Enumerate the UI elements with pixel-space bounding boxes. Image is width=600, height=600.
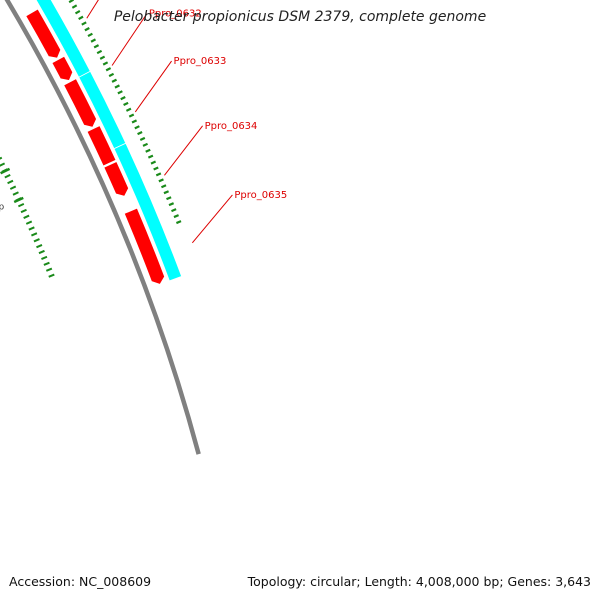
genome-backbone bbox=[4, 0, 201, 455]
scale-minor-tick bbox=[20, 208, 27, 214]
genome-summary-label: Topology: circular; Length: 4,008,000 bp… bbox=[247, 574, 591, 589]
scale-major-tick bbox=[0, 167, 11, 175]
outer-tick bbox=[99, 55, 106, 60]
outer-tick bbox=[137, 131, 143, 136]
gene-label[interactable]: Ppro_0632 bbox=[149, 9, 202, 20]
gene-label-leader bbox=[164, 125, 203, 176]
outer-tick bbox=[90, 38, 97, 43]
gene-labels: Ppro_0627Ppro_0628Ppro_0629Ppro_0630Ppro… bbox=[86, 0, 287, 244]
gene-label-leader bbox=[86, 0, 99, 19]
scale-minor-tick bbox=[25, 220, 33, 225]
gene-label-leader bbox=[191, 194, 233, 244]
scale-minor-tick bbox=[33, 238, 40, 243]
outer-tick bbox=[125, 107, 132, 112]
cds-reverse[interactable] bbox=[86, 125, 117, 167]
outer-tick bbox=[166, 196, 172, 201]
outer-tick bbox=[102, 61, 109, 66]
scale-minor-tick bbox=[31, 232, 38, 237]
outer-tick bbox=[131, 119, 138, 124]
outer-tick bbox=[139, 136, 146, 142]
backbone-group bbox=[4, 0, 201, 455]
outer-tick bbox=[81, 21, 87, 26]
outer-tick bbox=[71, 4, 78, 9]
gene-label-leader bbox=[134, 60, 172, 113]
outer-tick bbox=[153, 166, 159, 171]
scale-major-tick bbox=[13, 196, 24, 204]
outer-tick bbox=[78, 15, 84, 21]
outer-tick bbox=[128, 113, 135, 118]
scale-minor-tick bbox=[48, 273, 55, 278]
outer-tick bbox=[105, 67, 112, 72]
outer-tick bbox=[108, 72, 115, 78]
scale-minor-tick bbox=[0, 162, 6, 167]
scale-minor-tick bbox=[12, 191, 19, 196]
scale-minor-tick bbox=[4, 173, 11, 179]
outer-tick bbox=[134, 125, 140, 130]
outer-tick bbox=[173, 214, 179, 219]
outer-tick bbox=[120, 96, 126, 101]
outer-tick bbox=[147, 154, 154, 159]
outer-tick bbox=[160, 184, 167, 189]
kbp-label: 672 kbp bbox=[0, 203, 4, 213]
outer-tick bbox=[145, 148, 151, 153]
outer-tick bbox=[175, 220, 182, 225]
scale-minor-tick bbox=[36, 244, 43, 249]
gene-label[interactable]: Ppro_0635 bbox=[234, 190, 287, 201]
outer-tick bbox=[171, 208, 177, 213]
accession-label: Accession: NC_008609 bbox=[9, 574, 152, 589]
outer-tick bbox=[84, 27, 90, 32]
scale-minor-tick bbox=[7, 179, 14, 185]
scale-minor-tick bbox=[23, 214, 30, 219]
outer-tick bbox=[163, 190, 170, 195]
cds-reverse[interactable] bbox=[51, 55, 74, 81]
outer-tick bbox=[74, 10, 81, 15]
outer-tick bbox=[87, 32, 93, 38]
gene-label-leader bbox=[111, 13, 148, 66]
outer-tick bbox=[142, 142, 149, 147]
cds-reverse[interactable] bbox=[123, 207, 166, 285]
cds-reverse[interactable] bbox=[25, 8, 62, 59]
feature-cyan[interactable] bbox=[113, 142, 183, 282]
gene-label[interactable]: Ppro_0634 bbox=[205, 121, 258, 132]
map-title: Pelobacter propionicus DSM 2379, complet… bbox=[113, 9, 487, 25]
outer-tick bbox=[117, 90, 123, 95]
scale-minor-tick bbox=[17, 202, 25, 208]
scale-ticks: 663 kbp664 kbp665 kbp666 kbp667 kbp668 k… bbox=[0, 0, 182, 278]
scale-minor-tick bbox=[38, 249, 45, 255]
outer-tick bbox=[158, 178, 164, 183]
outer-tick bbox=[68, 0, 75, 4]
scale-minor-tick bbox=[41, 255, 48, 260]
scale-minor-tick bbox=[28, 226, 35, 231]
cds-reverse[interactable] bbox=[63, 78, 97, 128]
gene-label[interactable]: Ppro_0633 bbox=[174, 56, 227, 67]
outer-tick bbox=[123, 101, 129, 107]
outer-tick bbox=[168, 202, 175, 207]
outer-tick bbox=[96, 49, 103, 55]
outer-tick bbox=[155, 172, 162, 177]
outer-tick bbox=[114, 84, 120, 89]
scale-minor-tick bbox=[43, 261, 50, 266]
cds-reverse[interactable] bbox=[103, 161, 130, 197]
scale-minor-tick bbox=[9, 185, 17, 190]
scale-minor-tick bbox=[45, 267, 53, 272]
outer-tick bbox=[150, 160, 157, 165]
scale-minor-tick bbox=[0, 156, 3, 160]
feature-tracks bbox=[25, 0, 183, 285]
outer-tick bbox=[93, 44, 100, 49]
outer-tick bbox=[111, 78, 118, 83]
